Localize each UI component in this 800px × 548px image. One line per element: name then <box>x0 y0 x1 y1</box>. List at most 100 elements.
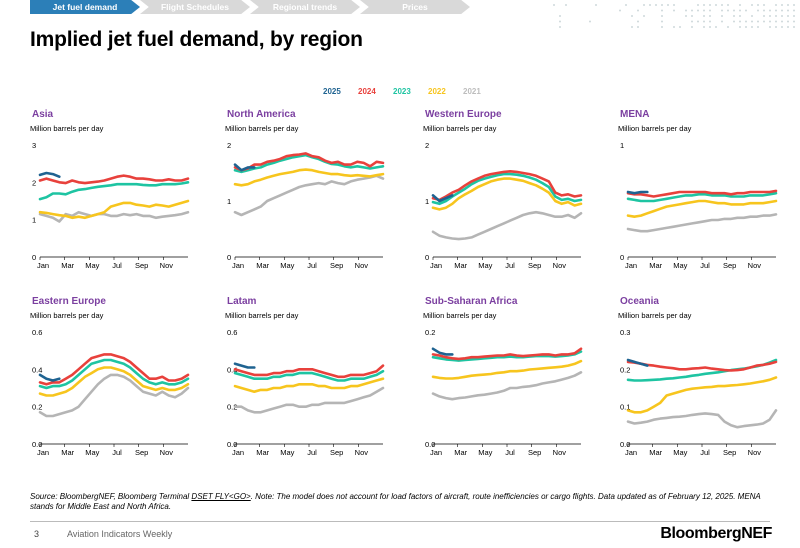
series-line-2022 <box>235 170 383 186</box>
x-tick-label: Nov <box>355 448 369 457</box>
x-tick-label: Jul <box>307 448 317 457</box>
series-line-2022 <box>433 361 581 378</box>
source-footnote: Source: BloombergNEF, Bloomberg Terminal… <box>30 492 775 512</box>
y-tick-label: 0.4 <box>32 365 42 374</box>
x-tick-label: May <box>673 448 687 457</box>
x-tick-label: Jul <box>505 448 515 457</box>
x-tick-label: May <box>478 261 492 270</box>
x-tick-label: Jul <box>112 448 122 457</box>
x-tick-label: Jan <box>232 261 244 270</box>
panel-ylabel-latam: Million barrels per day <box>225 311 299 320</box>
panel-title-mena: MENA <box>620 109 649 120</box>
panel-ylabel-mena: Million barrels per day <box>618 124 692 133</box>
footnote-prefix: Source: BloombergNEF, Bloomberg Terminal <box>30 492 191 501</box>
panel-title-western-europe: Western Europe <box>425 109 502 120</box>
y-tick-label: 0.6 <box>32 328 42 337</box>
x-tick-label: Mar <box>256 261 269 270</box>
panel-title-oceania: Oceania <box>620 296 659 307</box>
panel-title-asia: Asia <box>32 109 54 120</box>
x-tick-label: May <box>673 261 687 270</box>
panel-title-north-america: North America <box>227 109 296 120</box>
y-tick-label: 1 <box>425 197 429 206</box>
panel-title-eastern-europe: Eastern Europe <box>32 296 106 307</box>
x-tick-label: Nov <box>748 448 762 457</box>
series-line-2022 <box>628 201 776 217</box>
y-tick-label: 0 <box>620 253 624 262</box>
x-tick-label: May <box>478 448 492 457</box>
y-tick-label: 0 <box>32 253 36 262</box>
x-tick-label: Jul <box>505 261 515 270</box>
x-tick-label: Mar <box>454 261 467 270</box>
x-tick-label: May <box>85 448 99 457</box>
x-tick-label: Mar <box>454 448 467 457</box>
x-tick-label: Jul <box>700 448 710 457</box>
x-tick-label: Sep <box>723 261 736 270</box>
series-line-2021 <box>433 372 581 399</box>
x-tick-label: Mar <box>649 261 662 270</box>
x-tick-label: Nov <box>553 448 567 457</box>
x-tick-label: Jul <box>307 261 317 270</box>
series-line-2025 <box>40 375 59 381</box>
x-tick-label: Sep <box>528 261 541 270</box>
x-tick-label: May <box>85 261 99 270</box>
x-tick-label: Nov <box>160 448 174 457</box>
x-tick-label: Mar <box>61 448 74 457</box>
brand-logo: BloombergNEF <box>660 525 772 543</box>
x-tick-label: Jan <box>625 448 637 457</box>
x-tick-label: Nov <box>355 261 369 270</box>
x-tick-label: Sep <box>330 448 343 457</box>
panel-title-latam: Latam <box>227 296 257 307</box>
x-tick-label: Jan <box>430 448 442 457</box>
panel-ylabel-eastern-europe: Million barrels per day <box>30 311 104 320</box>
series-line-2021 <box>433 212 581 239</box>
panel-ylabel-sub-saharan-africa: Million barrels per day <box>423 311 497 320</box>
series-line-2025 <box>40 173 59 177</box>
y-tick-label: 0.6 <box>227 328 237 337</box>
panel-ylabel-asia: Million barrels per day <box>30 124 104 133</box>
y-tick-label: 1 <box>227 197 231 206</box>
y-tick-label: 0.2 <box>620 365 630 374</box>
y-tick-label: 2 <box>32 178 36 187</box>
panel-ylabel-oceania: Million barrels per day <box>618 311 692 320</box>
series-line-2024 <box>40 176 188 184</box>
series-line-2025 <box>433 349 452 355</box>
y-tick-label: 0.2 <box>425 328 435 337</box>
y-tick-label: 0.2 <box>32 403 42 412</box>
series-line-2021 <box>628 410 776 427</box>
publication-name: Aviation Indicators Weekly <box>67 529 172 539</box>
x-tick-label: Sep <box>135 261 148 270</box>
x-tick-label: Mar <box>649 448 662 457</box>
series-line-2025 <box>235 364 254 368</box>
series-line-2022 <box>235 379 383 392</box>
x-tick-label: Jan <box>37 261 49 270</box>
series-line-2022 <box>628 378 776 413</box>
x-tick-label: Jan <box>232 448 244 457</box>
x-tick-label: Jan <box>430 261 442 270</box>
footer-divider <box>30 521 770 522</box>
x-tick-label: Jul <box>112 261 122 270</box>
x-tick-label: Nov <box>160 261 174 270</box>
x-tick-label: Nov <box>553 261 567 270</box>
x-tick-label: Mar <box>61 261 74 270</box>
x-tick-label: Jan <box>625 261 637 270</box>
y-tick-label: 2 <box>227 141 231 150</box>
terminal-code-link[interactable]: DSET FLY<GO> <box>191 492 250 501</box>
y-tick-label: 0 <box>227 253 231 262</box>
panel-title-sub-saharan-africa: Sub-Saharan Africa <box>425 296 518 307</box>
panel-ylabel-north-america: Million barrels per day <box>225 124 299 133</box>
panel-ylabel-western-europe: Million barrels per day <box>423 124 497 133</box>
series-line-2024 <box>628 362 776 371</box>
x-tick-label: Sep <box>528 448 541 457</box>
x-tick-label: May <box>280 261 294 270</box>
y-tick-label: 0.3 <box>620 328 630 337</box>
series-line-2023 <box>628 360 776 381</box>
series-line-2021 <box>628 214 776 231</box>
x-tick-label: Jan <box>37 448 49 457</box>
x-tick-label: May <box>280 448 294 457</box>
y-tick-label: 0 <box>425 253 429 262</box>
x-tick-label: Mar <box>256 448 269 457</box>
y-tick-label: 1 <box>620 141 624 150</box>
chart-grid: AsiaMillion barrels per day0123Jan Mar May… <box>0 0 800 490</box>
series-line-2021 <box>40 212 188 221</box>
x-tick-label: Nov <box>748 261 762 270</box>
